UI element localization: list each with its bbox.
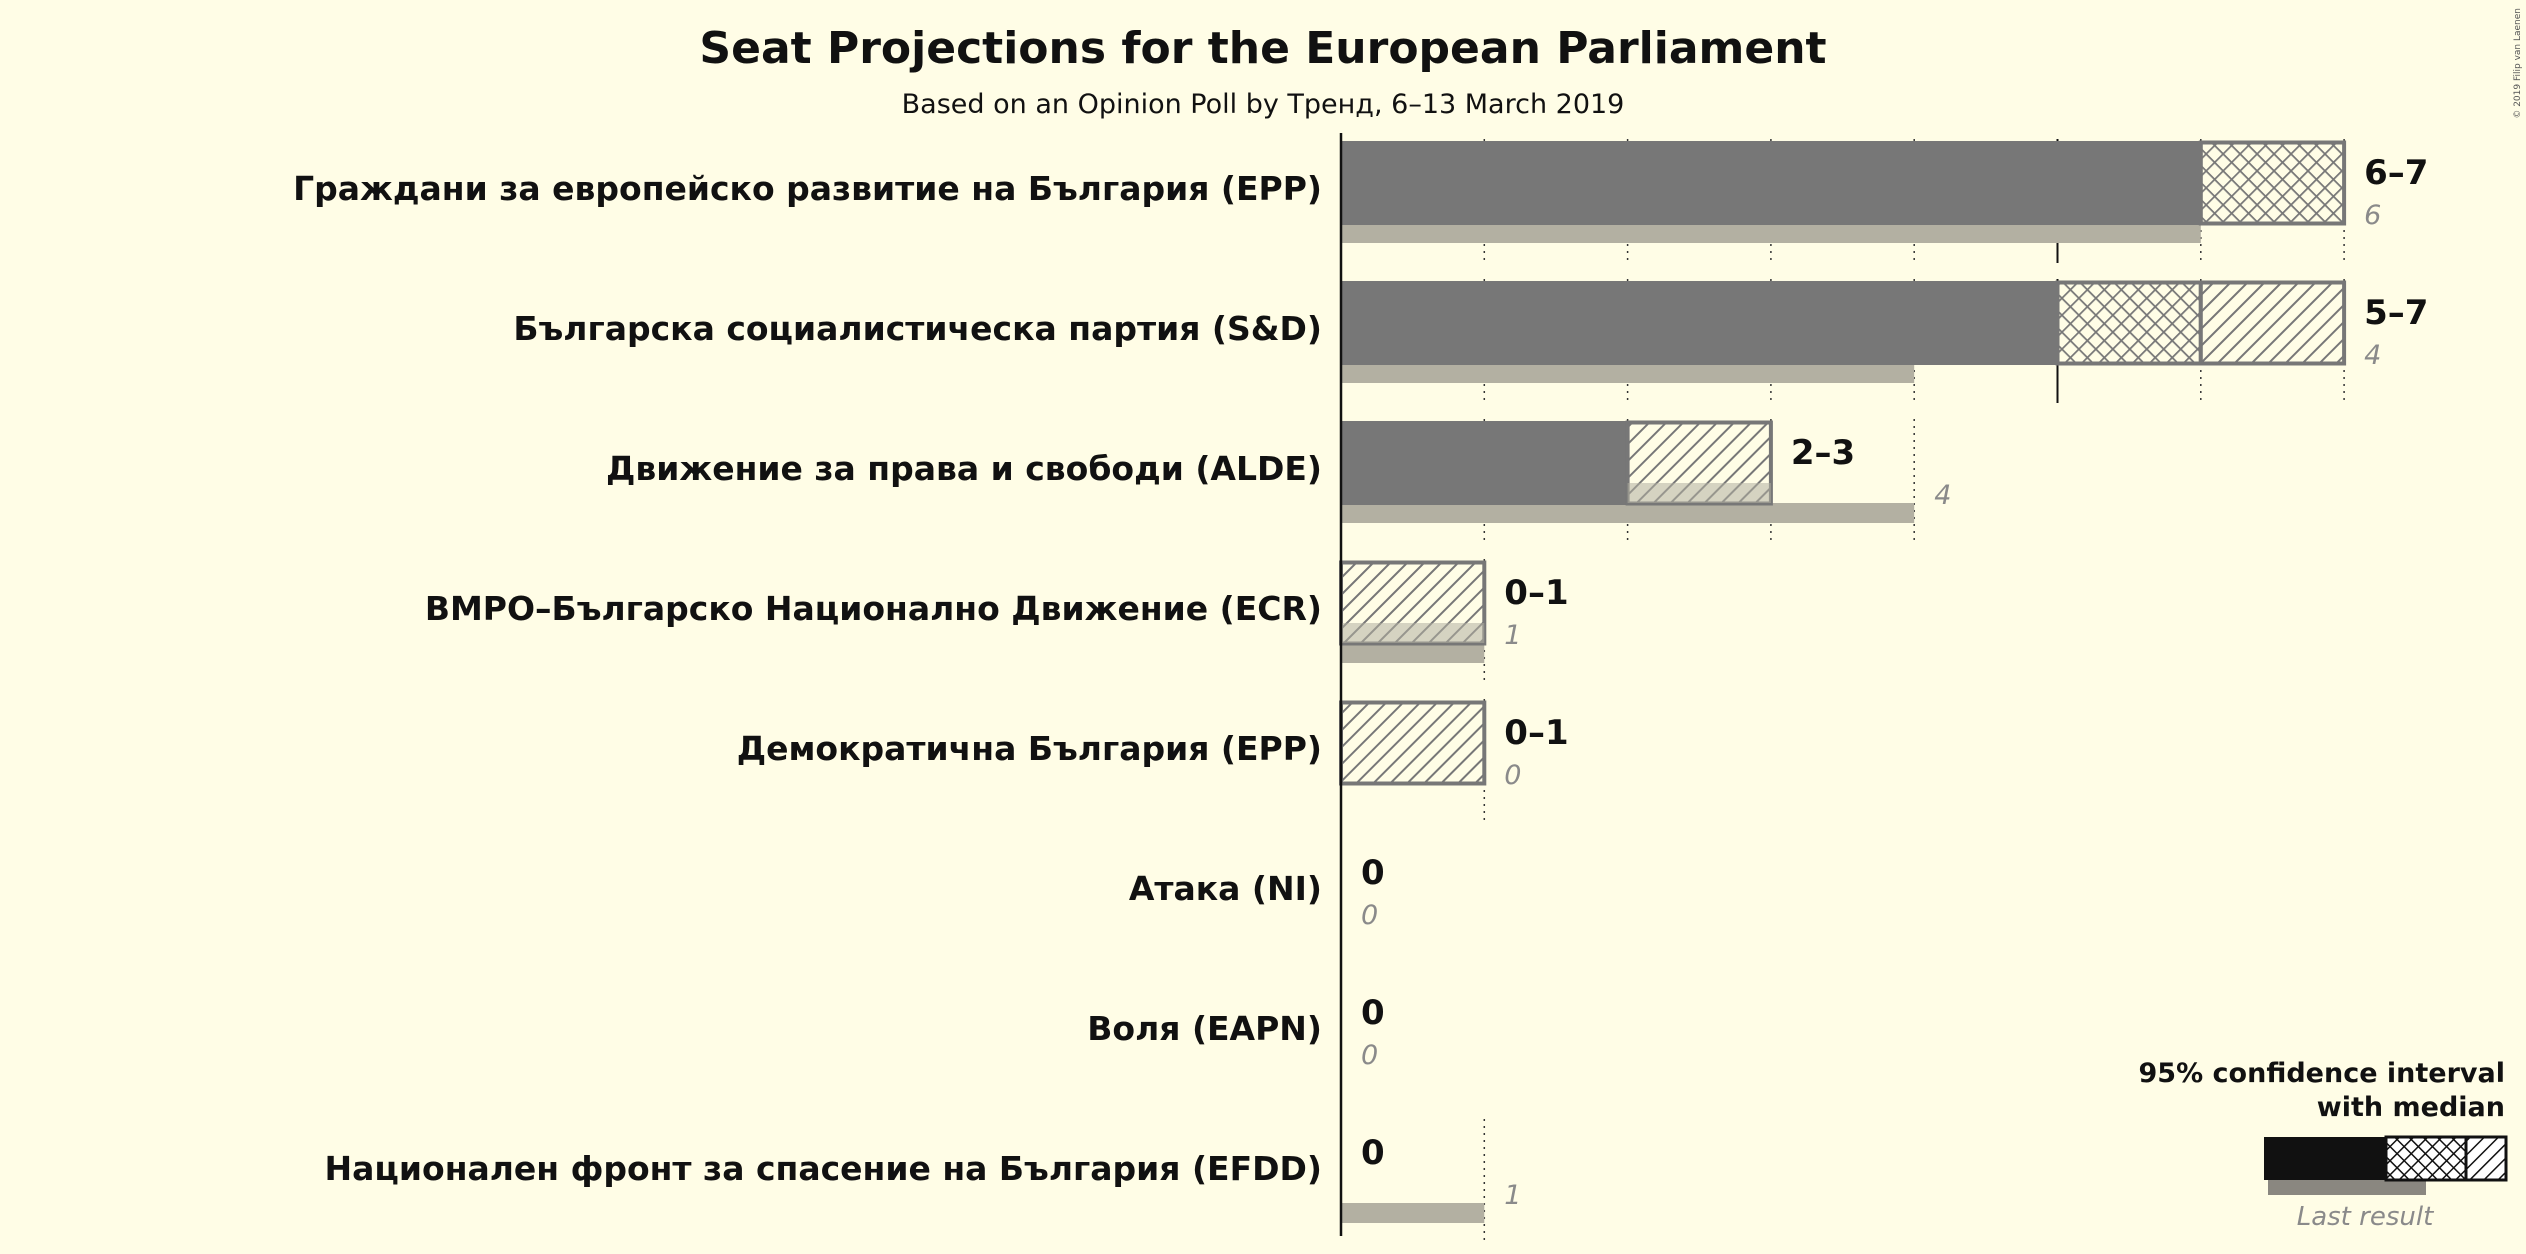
interval-upper-bar (1339, 700, 1487, 786)
interval-upper-bar (2198, 280, 2347, 366)
legend: 95% confidence interval with median Last… (2139, 1058, 2508, 1232)
range-label: 0–1 (1504, 713, 1568, 753)
interval-solid-bar (1341, 421, 1628, 505)
legend-title-line1: 95% confidence interval (2139, 1058, 2505, 1089)
last-result-label: 1 (1504, 620, 1521, 651)
last-result-bar (1341, 363, 1915, 383)
chart-title: Seat Projections for the European Parlia… (699, 23, 1826, 74)
party-labels: Граждани за европейско развитие на Бълга… (293, 153, 2428, 1211)
legend-cross-bar (2384, 1135, 2468, 1182)
copyright-text: © 2019 Filip van Laenen (2513, 8, 2523, 119)
party-label: Българска социалистическа партия (S&D) (513, 309, 1322, 348)
last-result-label: 6 (2364, 200, 2381, 231)
party-label: Граждани за европейско развитие на Бълга… (293, 169, 1322, 208)
range-label: 0–1 (1504, 573, 1568, 613)
party-label: Движение за права и свободи (ALDE) (606, 449, 1322, 488)
last-result-overlay (1627, 483, 1771, 503)
last-result-label: 4 (2364, 340, 2381, 371)
range-label: 2–3 (1791, 433, 1855, 473)
last-result-label: 0 (1361, 900, 1378, 931)
last-result-bar (1341, 1203, 1485, 1223)
interval-solid-bar (1341, 281, 2058, 365)
party-label: Демократична България (EPP) (737, 729, 1322, 768)
legend-title-line2: with median (2317, 1092, 2505, 1123)
last-result-label: 0 (1504, 760, 1521, 791)
legend-solid-bar (2264, 1137, 2386, 1180)
party-label: Атака (NI) (1129, 869, 1322, 908)
interval-median-bar (2055, 280, 2203, 366)
last-result-overlay (1341, 623, 1485, 643)
party-label: Воля (EAPN) (1087, 1009, 1322, 1048)
range-label: 0 (1361, 1133, 1385, 1173)
last-result-bar (1341, 643, 1485, 663)
chart-subtitle: Based on an Opinion Poll by Тренд, 6–13 … (902, 89, 1625, 120)
last-result-bar (1341, 223, 2201, 243)
party-label: ВМРО–Българско Национално Движение (ECR) (425, 589, 1322, 628)
interval-solid-bar (1341, 141, 2201, 225)
bars (1339, 140, 2347, 1223)
range-label: 5–7 (2364, 293, 2428, 333)
interval-median-bar (2198, 140, 2347, 226)
last-result-label: 0 (1361, 1040, 1378, 1071)
last-result-label: 1 (1504, 1180, 1521, 1211)
legend-hatch-bar (2464, 1135, 2508, 1182)
party-label: Национален фронт за спасение на България… (325, 1149, 1322, 1188)
legend-last-result-label: Last result (2297, 1202, 2434, 1232)
range-label: 0 (1361, 853, 1385, 893)
range-label: 0 (1361, 993, 1385, 1033)
range-label: 6–7 (2364, 153, 2428, 193)
last-result-label: 4 (1934, 480, 1951, 511)
legend-last-result-bar (2268, 1178, 2426, 1195)
last-result-bar (1341, 503, 1915, 523)
